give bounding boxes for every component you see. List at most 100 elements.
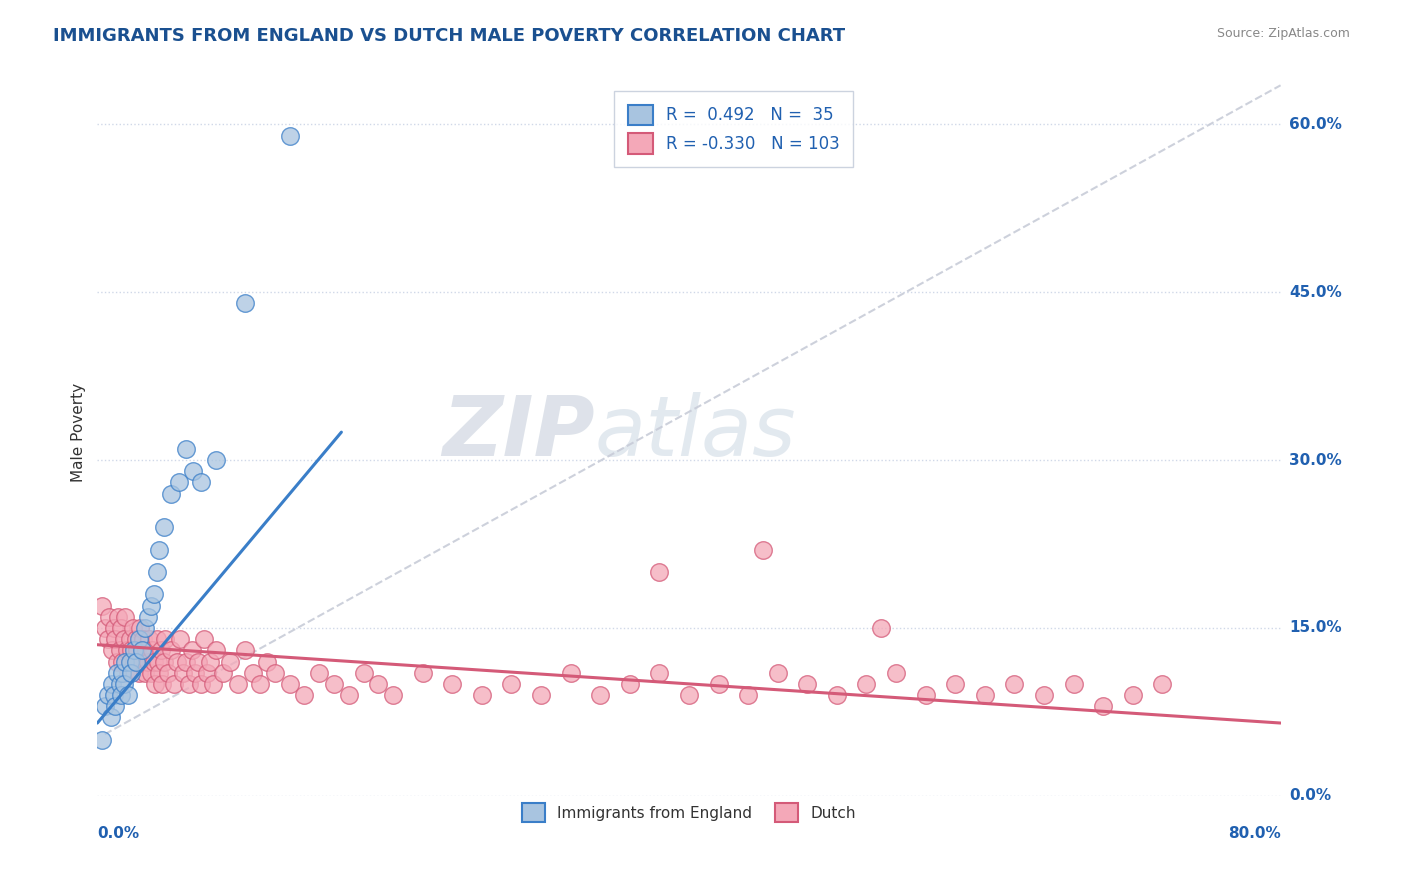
Point xyxy=(678,688,700,702)
Point xyxy=(100,710,122,724)
Point xyxy=(323,677,346,691)
Point xyxy=(134,621,156,635)
Point xyxy=(115,643,138,657)
Point xyxy=(111,665,134,680)
Text: 30.0%: 30.0% xyxy=(1289,452,1341,467)
Point xyxy=(973,688,995,702)
Point xyxy=(855,677,877,691)
Point xyxy=(619,677,641,691)
Point xyxy=(138,632,160,647)
Point xyxy=(141,643,163,657)
Point xyxy=(226,677,249,691)
Point xyxy=(105,665,128,680)
Point xyxy=(183,464,205,478)
Point xyxy=(190,475,212,490)
Point xyxy=(103,621,125,635)
Point xyxy=(129,621,152,635)
Point xyxy=(124,643,146,657)
Point xyxy=(139,599,162,613)
Point xyxy=(367,677,389,691)
Point xyxy=(145,565,167,579)
Point xyxy=(249,677,271,691)
Point xyxy=(796,677,818,691)
Point xyxy=(471,688,494,702)
Point xyxy=(142,655,165,669)
Point xyxy=(148,665,170,680)
Point xyxy=(184,665,207,680)
Point xyxy=(112,632,135,647)
Legend: Immigrants from England, Dutch: Immigrants from England, Dutch xyxy=(516,797,862,828)
Text: atlas: atlas xyxy=(595,392,796,473)
Point xyxy=(101,643,124,657)
Point xyxy=(132,632,155,647)
Point xyxy=(152,677,174,691)
Point xyxy=(177,677,200,691)
Point xyxy=(111,655,134,669)
Point xyxy=(308,665,330,680)
Point xyxy=(117,665,139,680)
Point xyxy=(169,632,191,647)
Point xyxy=(90,599,112,613)
Point xyxy=(204,643,226,657)
Point xyxy=(201,677,224,691)
Point xyxy=(707,677,730,691)
Point xyxy=(1152,677,1174,691)
Point xyxy=(155,632,177,647)
Point xyxy=(501,677,523,691)
Point xyxy=(114,655,136,669)
Point xyxy=(166,655,188,669)
Point xyxy=(90,732,112,747)
Point xyxy=(118,655,141,669)
Point xyxy=(219,655,242,669)
Point xyxy=(142,587,165,601)
Point xyxy=(110,688,132,702)
Text: 45.0%: 45.0% xyxy=(1289,285,1341,300)
Point xyxy=(128,665,150,680)
Point xyxy=(108,643,131,657)
Text: Source: ZipAtlas.com: Source: ZipAtlas.com xyxy=(1216,27,1350,40)
Point xyxy=(105,655,128,669)
Point xyxy=(174,442,197,456)
Text: ZIP: ZIP xyxy=(441,392,595,473)
Point xyxy=(125,655,148,669)
Point xyxy=(139,665,162,680)
Point xyxy=(121,621,143,635)
Point xyxy=(1032,688,1054,702)
Point xyxy=(163,677,186,691)
Point xyxy=(181,643,204,657)
Text: 0.0%: 0.0% xyxy=(97,826,139,841)
Point xyxy=(108,677,131,691)
Point xyxy=(589,688,612,702)
Point xyxy=(1002,677,1025,691)
Point xyxy=(870,621,893,635)
Point xyxy=(263,665,285,680)
Point xyxy=(737,688,759,702)
Point xyxy=(103,688,125,702)
Point xyxy=(118,632,141,647)
Point xyxy=(136,655,159,669)
Point xyxy=(172,665,194,680)
Point xyxy=(107,609,129,624)
Point xyxy=(93,621,115,635)
Point xyxy=(1122,688,1144,702)
Point xyxy=(131,655,153,669)
Point xyxy=(914,688,936,702)
Point xyxy=(648,665,671,680)
Point xyxy=(97,688,120,702)
Text: 80.0%: 80.0% xyxy=(1227,826,1281,841)
Point xyxy=(256,655,278,669)
Point xyxy=(294,688,316,702)
Point xyxy=(884,665,907,680)
Text: 0.0%: 0.0% xyxy=(1289,789,1331,804)
Point xyxy=(530,688,553,702)
Point xyxy=(441,677,464,691)
Point xyxy=(943,677,966,691)
Point xyxy=(1092,699,1115,714)
Point xyxy=(114,609,136,624)
Point xyxy=(127,643,149,657)
Point xyxy=(766,665,789,680)
Point xyxy=(148,542,170,557)
Point xyxy=(134,665,156,680)
Point xyxy=(153,655,176,669)
Point xyxy=(190,677,212,691)
